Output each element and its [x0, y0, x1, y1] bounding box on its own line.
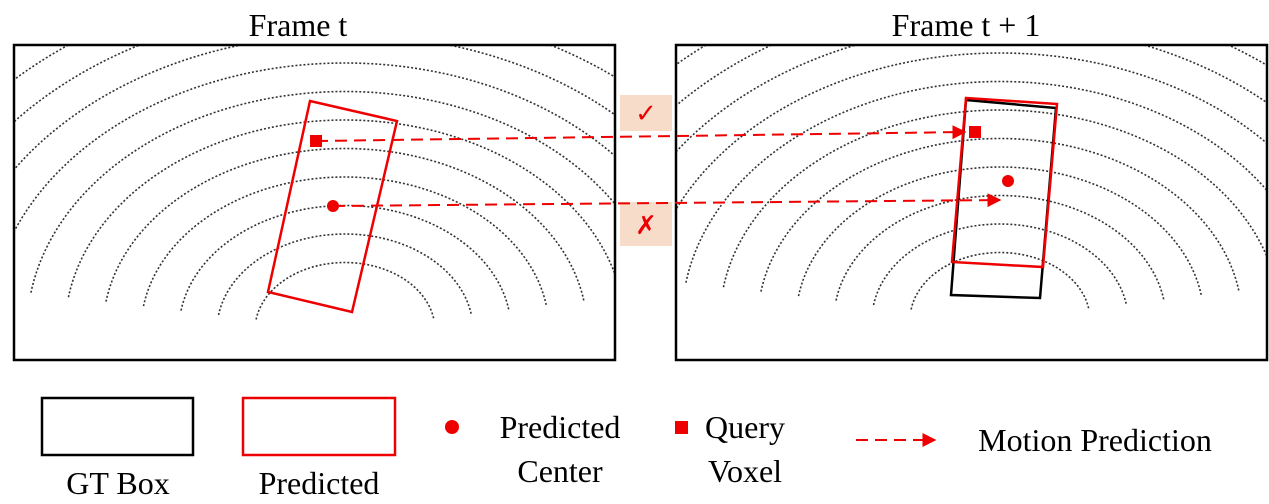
match-mark: ✗	[635, 211, 657, 241]
scan-ring	[0, 0, 884, 266]
query-voxel	[310, 135, 322, 147]
motion-arrow	[316, 132, 965, 141]
legend-label: Query	[705, 409, 785, 445]
legend-swatch	[675, 421, 688, 434]
gt-box	[951, 100, 1056, 298]
predicted-center	[1002, 175, 1014, 187]
frame-title: Frame t	[249, 7, 348, 43]
legend-label: Voxel	[708, 453, 782, 489]
figure: Frame t Frame t + 1 ✓ ✗ GT Box Predicted…	[0, 0, 1269, 504]
query-voxel	[969, 126, 981, 138]
legend-swatch	[445, 420, 459, 434]
point-cloud	[0, 0, 884, 319]
legend-label: GT Box	[66, 465, 169, 501]
predicted-center	[327, 200, 339, 212]
match-mark: ✓	[635, 99, 657, 129]
scan-ring	[761, 138, 1239, 291]
scan-ring	[68, 120, 621, 297]
scan-ring	[181, 205, 509, 310]
scan-ring	[686, 82, 1269, 283]
scan-ring	[836, 195, 1164, 300]
legend-label: Predicted	[259, 465, 380, 501]
scan-ring	[911, 252, 1089, 309]
scan-ring	[144, 177, 547, 306]
scan-ring	[219, 234, 472, 315]
frame-panel	[676, 45, 1267, 360]
scan-ring	[0, 63, 697, 288]
legend-swatch	[42, 398, 193, 455]
scan-ring	[106, 149, 584, 302]
legend-label: Center	[517, 453, 603, 489]
legend-label: Motion Prediction	[978, 422, 1212, 458]
legend-label: Predicted	[500, 409, 621, 445]
frame-panel	[14, 45, 615, 360]
legend-swatch	[243, 398, 395, 455]
scan-ring	[611, 25, 1269, 274]
frame-title: Frame t + 1	[892, 7, 1041, 43]
scan-ring	[648, 53, 1269, 278]
point-cloud	[461, 0, 1269, 309]
scan-ring	[0, 0, 809, 275]
scan-ring	[799, 167, 1202, 296]
